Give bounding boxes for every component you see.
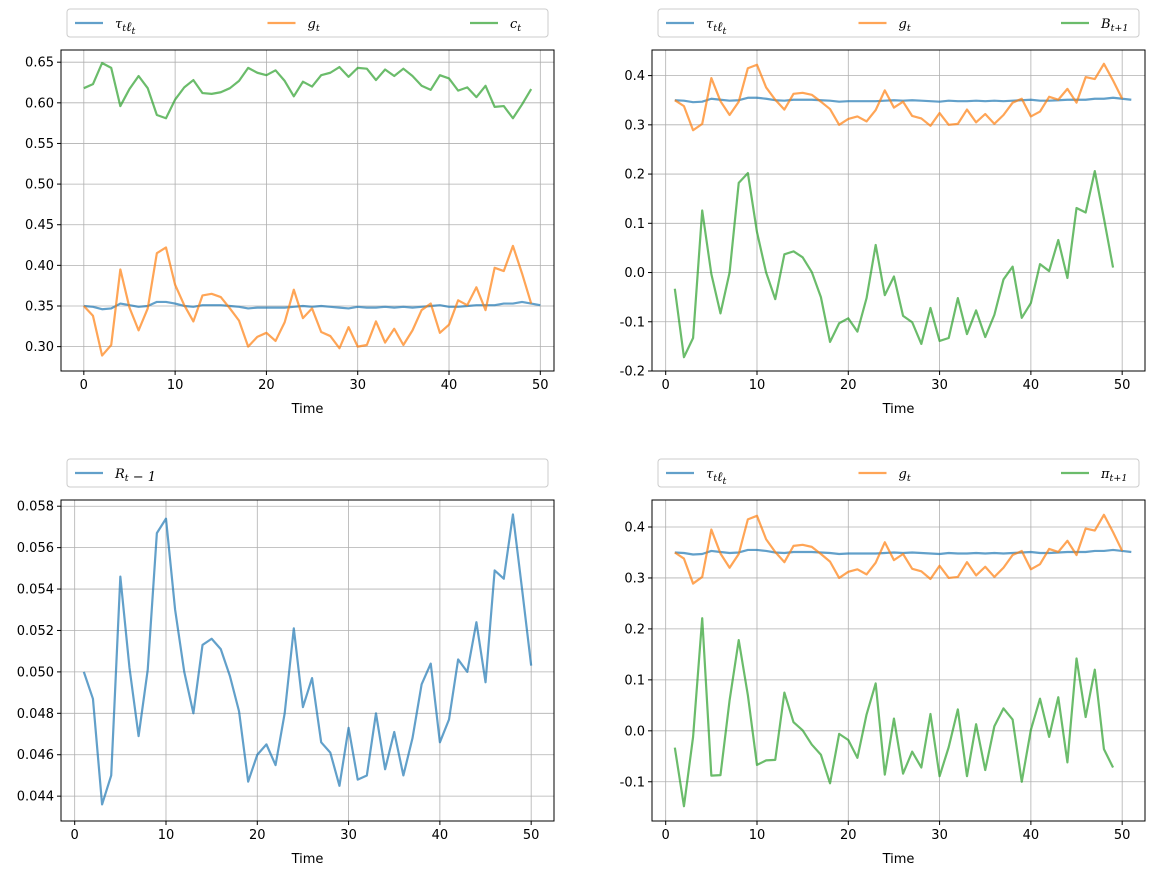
y-tick-label: 0.054 (17, 583, 54, 598)
legend-label-3: ct (510, 17, 521, 34)
y-tick-label: 0.048 (17, 707, 54, 722)
y-tick-label: -0.1 (620, 775, 645, 790)
series-line-2 (674, 62, 1124, 132)
x-axis-label: Time (291, 402, 324, 417)
x-tick-label: 0 (80, 378, 88, 393)
legend-label-3: πt+1 (1100, 467, 1127, 484)
legend-frame (66, 458, 549, 488)
x-tick-label: 10 (749, 378, 766, 393)
x-tick-label: 10 (158, 828, 175, 843)
x-tick-label: 50 (1114, 378, 1131, 393)
y-tick-label: 0.30 (25, 340, 54, 355)
x-tick-label: 20 (249, 828, 266, 843)
x-tick-label: 50 (532, 378, 549, 393)
x-tick-label: 0 (71, 828, 79, 843)
axes-frame (651, 499, 1146, 822)
series-line-3 (673, 170, 1115, 359)
legend-label-1: Rt − 1 (114, 467, 156, 485)
x-tick-label: 30 (340, 828, 357, 843)
y-tick-label: 0.058 (17, 500, 54, 515)
y-tick-label: 0.45 (25, 218, 54, 233)
legend-frame (657, 8, 1140, 38)
y-tick-label: 0.3 (624, 118, 645, 133)
legend-label-1: τtℓt (706, 467, 726, 487)
x-tick-label: 0 (662, 828, 670, 843)
y-tick-label: 0.050 (17, 665, 54, 680)
x-tick-label: 10 (167, 378, 184, 393)
series-line-1 (82, 513, 533, 806)
y-tick-label: -0.2 (620, 365, 645, 380)
legend-label-2: gt (308, 17, 320, 34)
y-tick-label: 0.1 (624, 673, 645, 688)
x-axis-label: Time (291, 852, 324, 867)
x-tick-label: 0 (662, 378, 670, 393)
legend-label-3: Bt+1 (1100, 17, 1128, 34)
x-axis-label: Time (882, 852, 915, 867)
y-tick-label: 0.2 (624, 622, 645, 637)
legend: τtℓt gt Bt+1 (657, 8, 1140, 38)
x-tick-label: 40 (432, 828, 449, 843)
legend-label-1: τtℓt (115, 17, 135, 37)
axes-frame (60, 499, 555, 822)
y-tick-label: 0.2 (624, 168, 645, 183)
x-tick-label: 40 (1023, 828, 1040, 843)
y-tick-label: 0.0 (624, 724, 645, 739)
legend-label-2: gt (899, 467, 911, 484)
x-axis-label: Time (882, 402, 915, 417)
series-line-1 (83, 300, 541, 311)
chart-panel-2: 0 10 20 30 40 50 -0.2 -0.1 0.0 0.1 0.2 0.3 0.4 Time τt… (620, 8, 1146, 417)
y-tick-label: 0.60 (25, 96, 54, 111)
y-tick-label: 0.1 (624, 217, 645, 232)
x-tick-label: 10 (749, 828, 766, 843)
x-tick-label: 30 (931, 378, 948, 393)
y-tick-label: 0.35 (25, 299, 54, 314)
series-line-2 (83, 244, 533, 357)
series-line-3 (673, 617, 1115, 808)
y-tick-label: 0.4 (624, 69, 645, 84)
series-line-3 (83, 61, 533, 120)
x-tick-label: 30 (931, 828, 948, 843)
legend-frame (66, 8, 549, 38)
legend-label-2: gt (899, 17, 911, 34)
x-tick-label: 20 (840, 378, 857, 393)
x-tick-label: 50 (1114, 828, 1131, 843)
x-tick-label: 40 (1023, 378, 1040, 393)
axes-frame (60, 49, 555, 372)
y-tick-label: -0.1 (620, 315, 645, 330)
y-tick-label: 0.40 (25, 259, 54, 274)
legend: τtℓt gt πt+1 (657, 458, 1140, 488)
y-tick-label: 0.044 (17, 790, 54, 805)
legend: τtℓt gt ct (66, 8, 549, 38)
y-tick-label: 0.046 (17, 748, 54, 763)
legend: Rt − 1 (66, 458, 549, 488)
y-tick-label: 0.052 (17, 624, 54, 639)
y-tick-label: 0.056 (17, 541, 54, 556)
x-tick-label: 50 (523, 828, 540, 843)
chart-panel-1: 0 10 20 30 40 50 0.30 0.35 0.40 0.45 0.50 0.55 0.60 0… (25, 8, 555, 417)
y-tick-label: 0.3 (624, 571, 645, 586)
y-tick-label: 0.65 (25, 56, 54, 71)
y-tick-label: 0.4 (624, 521, 645, 536)
chart-panel-4: 0 10 20 30 40 50 -0.1 0.0 0.1 0.2 0.3 0.4 Time τtℓt gt… (620, 458, 1146, 867)
x-tick-label: 30 (349, 378, 366, 393)
y-tick-label: 0.55 (25, 137, 54, 152)
series-line-2 (674, 513, 1124, 585)
x-tick-label: 20 (258, 378, 275, 393)
axes-frame (651, 49, 1146, 372)
chart-panel-3: 0 10 20 30 40 50 0.044 0.046 0.048 0.050 0.052 0.05… (17, 458, 555, 867)
legend-frame (657, 458, 1140, 488)
x-tick-label: 20 (840, 828, 857, 843)
x-tick-label: 40 (441, 378, 458, 393)
y-tick-label: 0.0 (624, 266, 645, 281)
y-tick-label: 0.50 (25, 178, 54, 193)
legend-label-1: τtℓt (706, 17, 726, 37)
